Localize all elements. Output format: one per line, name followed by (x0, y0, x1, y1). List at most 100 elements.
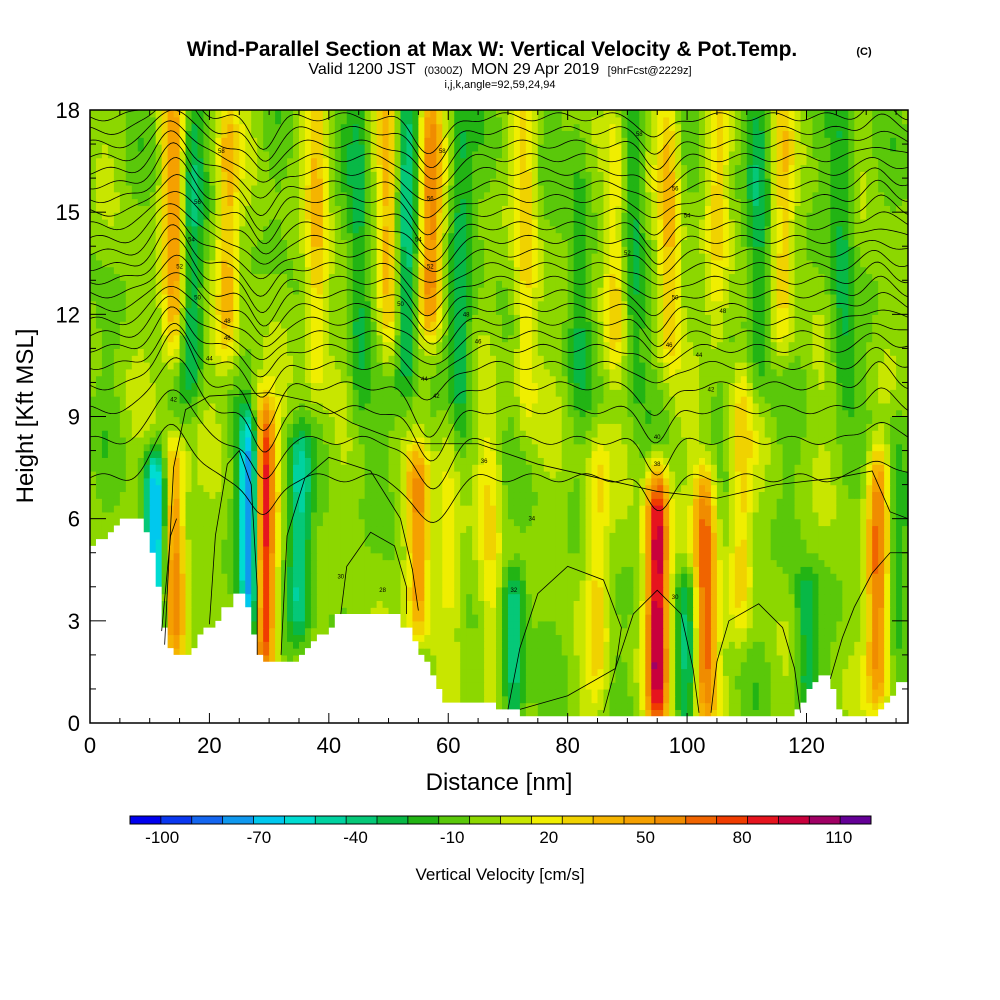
velocity-cell (567, 661, 575, 670)
velocity-cell (197, 484, 205, 493)
velocity-cell (848, 641, 855, 649)
velocity-cell (693, 477, 700, 486)
velocity-cell (513, 573, 521, 581)
velocity-cell (704, 539, 712, 547)
velocity-cell (722, 648, 730, 656)
velocity-cell (675, 702, 682, 710)
velocity-cell (263, 579, 270, 588)
velocity-cell (579, 688, 587, 697)
velocity-cell (298, 484, 306, 493)
velocity-cell (155, 505, 163, 513)
velocity-cell (836, 682, 843, 690)
velocity-cell (872, 654, 879, 663)
velocity-cell (370, 579, 378, 588)
velocity-cell (388, 607, 396, 615)
velocity-cell (603, 668, 611, 676)
velocity-cell (340, 532, 348, 540)
velocity-cell (263, 620, 270, 629)
velocity-cell (716, 661, 724, 670)
velocity-cell (507, 661, 515, 670)
velocity-cell (699, 702, 706, 710)
velocity-cell (352, 545, 360, 554)
velocity-cell (675, 586, 682, 595)
velocity-cell (878, 573, 885, 581)
velocity-cell (185, 579, 193, 588)
velocity-cell (824, 627, 831, 636)
velocity-cell (293, 491, 300, 499)
velocity-cell (710, 579, 718, 588)
velocity-cell (866, 586, 873, 595)
velocity-cell (848, 566, 855, 574)
velocity-cell (412, 477, 419, 486)
velocity-cell (167, 600, 175, 608)
velocity-cell (501, 539, 509, 547)
velocity-cell (525, 600, 533, 608)
velocity-cell (591, 491, 599, 499)
velocity-cell (275, 566, 282, 574)
velocity-cell (752, 539, 760, 547)
velocity-cell (579, 675, 587, 683)
velocity-cell (848, 552, 855, 561)
velocity-cell (269, 648, 276, 656)
velocity-cell (525, 654, 533, 663)
velocity-cell (346, 470, 354, 479)
velocity-cell (507, 607, 515, 615)
velocity-cell (866, 688, 873, 697)
velocity-cell (358, 552, 366, 561)
velocity-cell (454, 620, 461, 629)
velocity-cell (878, 484, 885, 493)
velocity-cell (752, 559, 760, 567)
velocity-cell (579, 648, 587, 656)
velocity-cell (746, 545, 754, 554)
velocity-cell (442, 552, 449, 561)
velocity-cell (782, 654, 790, 663)
velocity-cell (245, 566, 252, 574)
velocity-cell (657, 525, 664, 533)
velocity-cell (573, 484, 581, 493)
velocity-cell (710, 586, 718, 595)
velocity-cell (436, 511, 443, 520)
velocity-cell (454, 634, 461, 642)
velocity-cell (346, 579, 354, 588)
velocity-cell (812, 607, 820, 615)
velocity-cell (191, 559, 199, 567)
velocity-cell (275, 648, 282, 656)
velocity-cell (215, 470, 222, 479)
velocity-cell (561, 688, 569, 697)
velocity-cell (191, 477, 199, 486)
velocity-cell (567, 702, 575, 710)
velocity-cell (430, 668, 437, 676)
velocity-cell (412, 593, 419, 601)
velocity-cell (293, 579, 300, 588)
velocity-cell (561, 695, 569, 704)
velocity-cell (287, 491, 294, 499)
velocity-cell (716, 579, 724, 588)
velocity-cell (716, 532, 724, 540)
velocity-cell (687, 695, 694, 704)
velocity-cell (722, 586, 730, 595)
velocity-cell (794, 559, 802, 567)
velocity-cell (645, 491, 652, 499)
velocity-cell (257, 484, 264, 493)
velocity-cell (639, 566, 646, 574)
velocity-cell (633, 648, 640, 656)
velocity-cell (227, 525, 234, 533)
velocity-cell (269, 566, 276, 574)
velocity-cell (657, 545, 664, 554)
velocity-cell (591, 593, 599, 601)
velocity-cell (507, 484, 515, 493)
velocity-cell (149, 477, 157, 486)
velocity-cell (693, 579, 700, 588)
velocity-cell (752, 525, 760, 533)
velocity-cell (460, 675, 467, 683)
velocity-cell (579, 641, 587, 649)
velocity-cell (722, 702, 730, 710)
velocity-cell (806, 654, 814, 663)
velocity-cell (460, 641, 467, 649)
velocity-cell (573, 586, 581, 595)
velocity-cell (651, 688, 658, 697)
velocity-cell (669, 573, 676, 581)
velocity-cell (764, 682, 772, 690)
velocity-cell (490, 511, 497, 520)
velocity-cell (764, 654, 772, 663)
